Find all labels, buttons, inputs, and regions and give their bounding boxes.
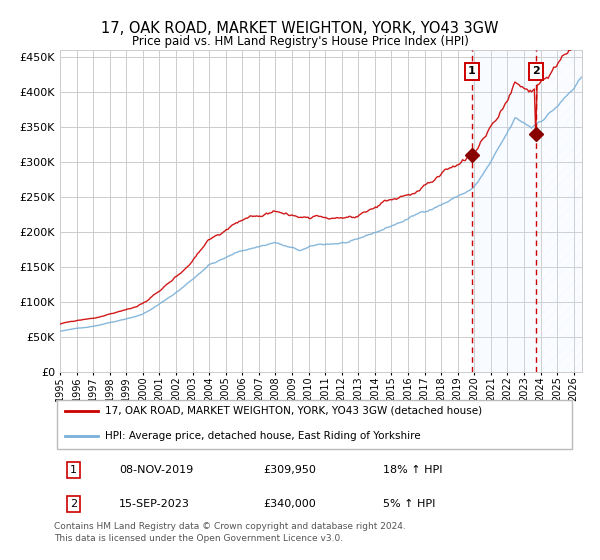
Text: Contains HM Land Registry data © Crown copyright and database right 2024.
This d: Contains HM Land Registry data © Crown c… — [54, 522, 406, 543]
Text: 17, OAK ROAD, MARKET WEIGHTON, YORK, YO43 3GW: 17, OAK ROAD, MARKET WEIGHTON, YORK, YO4… — [101, 21, 499, 36]
Text: 1: 1 — [468, 67, 476, 76]
Bar — [536, 50, 582, 372]
Text: £309,950: £309,950 — [263, 465, 316, 475]
Text: 2: 2 — [70, 499, 77, 509]
Text: 17, OAK ROAD, MARKET WEIGHTON, YORK, YO43 3GW (detached house): 17, OAK ROAD, MARKET WEIGHTON, YORK, YO4… — [105, 406, 482, 416]
FancyBboxPatch shape — [56, 400, 572, 449]
Text: 1: 1 — [70, 465, 77, 475]
Bar — [472, 50, 536, 372]
Text: HPI: Average price, detached house, East Riding of Yorkshire: HPI: Average price, detached house, East… — [105, 431, 421, 441]
Text: 15-SEP-2023: 15-SEP-2023 — [119, 499, 190, 509]
Text: Price paid vs. HM Land Registry's House Price Index (HPI): Price paid vs. HM Land Registry's House … — [131, 35, 469, 48]
Text: £340,000: £340,000 — [263, 499, 316, 509]
Text: 2: 2 — [532, 67, 539, 76]
Text: 18% ↑ HPI: 18% ↑ HPI — [383, 465, 442, 475]
Text: 08-NOV-2019: 08-NOV-2019 — [119, 465, 193, 475]
Text: 5% ↑ HPI: 5% ↑ HPI — [383, 499, 435, 509]
